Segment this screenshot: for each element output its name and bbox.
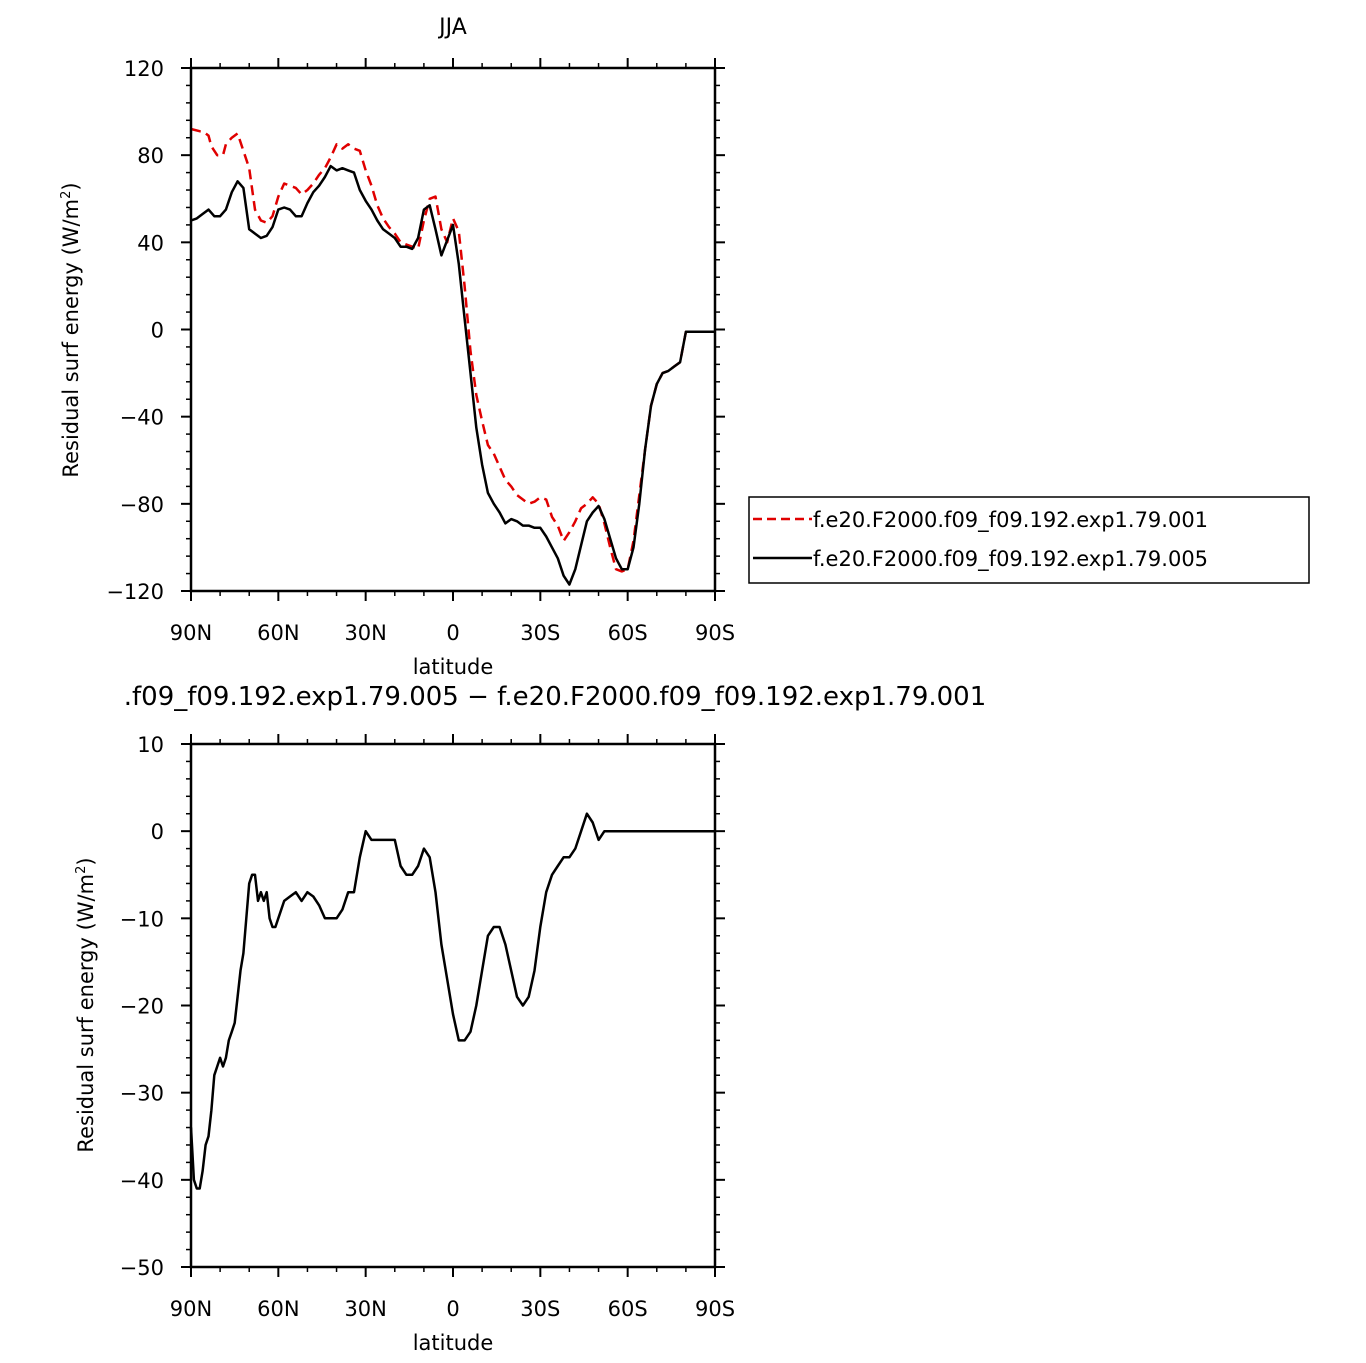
bottom-y-tick-label: 0 — [151, 820, 164, 844]
top-series-line-2 — [190, 164, 715, 586]
top-x-tick-label: 30S — [520, 621, 560, 645]
top-x-axis-label: latitude — [413, 655, 494, 679]
bottom-x-tick-label: 60S — [608, 1297, 648, 1321]
bottom-plot-frame — [189, 742, 717, 1269]
top-x-tick-label: 90S — [695, 621, 735, 645]
top-x-tick-label: 30N — [344, 621, 386, 645]
top-x-tick-label: 0 — [446, 621, 459, 645]
top-y-tick-label: −80 — [120, 493, 164, 517]
bottom-y-tick-label: −30 — [120, 1082, 164, 1106]
legend-box — [748, 496, 1310, 584]
top-y-tick-label: 0 — [151, 319, 164, 343]
top-ticks: 90N 60N 30N 0 30S 60S 90S −120 −80 −40 0 40 80 120 — [106, 57, 735, 645]
bottom-y-tick-label: −20 — [120, 995, 164, 1019]
bottom-ticks: 90N 60N 30N 0 30S 60S 90S −50 −40 −30 −20 −10 0 10 — [120, 733, 735, 1321]
bottom-series-line-1 — [189, 812, 715, 1190]
top-y-tick-label: 80 — [137, 144, 164, 168]
bottom-x-tick-label: 90S — [695, 1297, 735, 1321]
top-x-tick-label: 60S — [608, 621, 648, 645]
bottom-x-tick-label: 90N — [170, 1297, 212, 1321]
bottom-y-tick-label: −50 — [120, 1256, 164, 1280]
top-x-tick-label: 90N — [170, 621, 212, 645]
bottom-y-tick-label: −10 — [120, 907, 164, 931]
bottom-y-tick-label: 10 — [137, 733, 164, 757]
bottom-x-tick-label: 0 — [446, 1297, 459, 1321]
bottom-panel-title: .f09_f09.192.exp1.79.005 − f.e20.F2000.f… — [124, 682, 987, 712]
bottom-x-axis-label: latitude — [413, 1331, 494, 1355]
top-y-axis-label: Residual surf energy (W/m2) — [59, 182, 83, 477]
top-y-tick-label: −40 — [120, 406, 164, 430]
bottom-series-layer — [189, 812, 715, 1190]
bottom-x-tick-label: 30N — [344, 1297, 386, 1321]
top-y-tick-label: −120 — [106, 580, 164, 604]
bottom-panel: .f09_f09.192.exp1.79.005 − f.e20.F2000.f… — [74, 682, 986, 1355]
bottom-x-tick-label: 30S — [520, 1297, 560, 1321]
bottom-x-tick-label: 60N — [257, 1297, 299, 1321]
legend-label-series-2: f.e20.F2000.f09_f09.192.exp1.79.005 — [813, 547, 1208, 572]
bottom-y-axis-label: Residual surf energy (W/m2) — [74, 857, 98, 1152]
top-y-tick-label: 120 — [124, 57, 164, 81]
top-series-line-1 — [190, 127, 715, 573]
top-series-layer — [190, 127, 715, 586]
top-x-tick-label: 60N — [257, 621, 299, 645]
legend: f.e20.F2000.f09_f09.192.exp1.79.001 f.e2… — [748, 496, 1310, 584]
bottom-y-tick-label: −40 — [120, 1169, 164, 1193]
top-panel: JJA 90N 60N 30N 0 30S 60S 90S −120 −80 −40 0 40 80 12… — [59, 15, 1310, 679]
top-panel-title: JJA — [437, 15, 467, 40]
legend-label-series-1: f.e20.F2000.f09_f09.192.exp1.79.001 — [813, 508, 1208, 533]
top-y-tick-label: 40 — [137, 231, 164, 255]
